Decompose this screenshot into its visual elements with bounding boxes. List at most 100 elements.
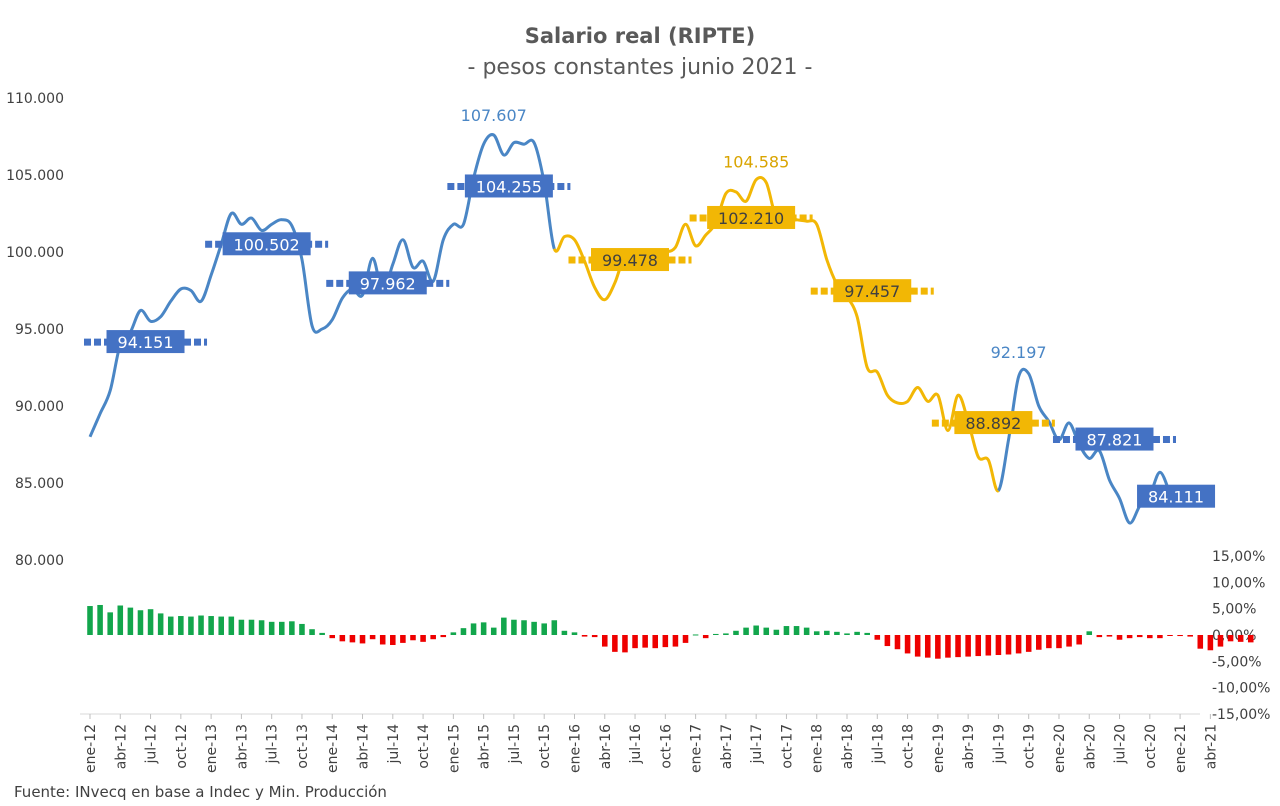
yoy-bar bbox=[813, 631, 820, 635]
average-markers-layer: 94.151 100.502 97.962 104.255 99.478 102.210 9… bbox=[84, 174, 1216, 508]
yoy-bar bbox=[480, 622, 487, 635]
yoy-bar bbox=[713, 633, 719, 635]
average-label-box bbox=[464, 174, 553, 198]
yoy-bar bbox=[117, 605, 124, 635]
yoy-bar bbox=[1237, 635, 1244, 642]
salary-line-layer bbox=[88, 133, 1172, 525]
yoy-bar bbox=[1217, 635, 1224, 647]
yoy-bar bbox=[127, 607, 134, 635]
x-tick-label: abr-14 bbox=[356, 724, 372, 769]
average-label-box bbox=[1075, 427, 1154, 451]
yoy-bar bbox=[107, 612, 113, 635]
y-left-tick-label: 85.000 bbox=[15, 476, 64, 492]
yoy-bar bbox=[1116, 635, 1123, 640]
yoy-bar bbox=[1167, 635, 1173, 636]
x-tick-label: abr-12 bbox=[113, 724, 129, 769]
x-tick-label: abr-21 bbox=[1203, 724, 1219, 769]
yoy-bar bbox=[834, 631, 840, 635]
yoy-bar bbox=[642, 635, 648, 648]
y-left-tick-label: 110.000 bbox=[6, 91, 64, 107]
yoy-bar bbox=[218, 616, 224, 635]
x-tick-label: ene-17 bbox=[689, 724, 705, 773]
yoy-bar bbox=[763, 627, 770, 635]
yoy-bar bbox=[188, 616, 194, 635]
x-tick-label: abr-17 bbox=[719, 724, 735, 769]
yoy-bar bbox=[874, 635, 881, 640]
x-tick-label: jul-17 bbox=[749, 724, 765, 765]
yoy-bar bbox=[147, 609, 154, 635]
average-label-box bbox=[591, 248, 669, 272]
yoy-bar bbox=[702, 635, 709, 639]
average-label: 99.478 bbox=[602, 251, 658, 270]
x-tick-label: oct-14 bbox=[416, 724, 432, 769]
yoy-bar bbox=[672, 635, 679, 647]
yoy-bar bbox=[1086, 631, 1093, 635]
yoy-bar bbox=[430, 635, 436, 640]
yoy-bar bbox=[854, 631, 860, 635]
yoy-bar bbox=[743, 627, 749, 635]
chart-title: Salario real (RIPTE) bbox=[524, 24, 756, 48]
yoy-bar bbox=[561, 630, 568, 635]
yoy-bar bbox=[682, 635, 689, 643]
yoy-bar bbox=[511, 619, 517, 635]
yoy-bar bbox=[390, 635, 396, 646]
average-label-box bbox=[1137, 484, 1216, 508]
yoy-bar bbox=[1106, 635, 1113, 637]
x-tick-label: abr-19 bbox=[961, 724, 977, 769]
yoy-bar bbox=[864, 632, 870, 635]
yoy-bar bbox=[995, 635, 1002, 656]
yoy-bar bbox=[410, 635, 416, 641]
yoy-bar bbox=[1025, 635, 1032, 652]
yoy-bar bbox=[692, 634, 699, 636]
yoy-bar bbox=[157, 613, 164, 635]
yoy-bar bbox=[369, 635, 376, 640]
data-labels-layer: 107.607 104.585 92.197 bbox=[461, 106, 1047, 362]
yoy-bar bbox=[490, 627, 497, 635]
yoy-bar bbox=[521, 620, 527, 635]
average-label-box bbox=[707, 205, 796, 229]
yoy-bar bbox=[965, 635, 971, 657]
yoy-bar bbox=[1066, 635, 1072, 647]
yoy-bar bbox=[773, 629, 780, 635]
average-label-box bbox=[954, 411, 1033, 435]
yoy-bar bbox=[1015, 635, 1022, 654]
yoy-bar bbox=[1227, 635, 1234, 642]
yoy-bar bbox=[945, 635, 951, 658]
yoy-bar bbox=[238, 619, 245, 635]
yoy-bar bbox=[632, 635, 638, 649]
yoy-bar bbox=[1126, 635, 1133, 639]
x-tick-label: jul-18 bbox=[870, 724, 886, 765]
x-tick-label: ene-18 bbox=[810, 724, 826, 773]
yoy-bar bbox=[299, 623, 305, 635]
yoy-bar bbox=[167, 616, 174, 635]
yoy-bar bbox=[1147, 635, 1153, 639]
yoy-bar bbox=[1046, 635, 1052, 649]
yoy-bar bbox=[1207, 635, 1214, 651]
y-right-tick-label: 10,00% bbox=[1212, 575, 1265, 591]
x-tick-label: abr-18 bbox=[840, 724, 856, 769]
yoy-bar bbox=[884, 635, 891, 647]
yoy-bar bbox=[622, 635, 628, 653]
x-tick-label: ene-20 bbox=[1052, 724, 1068, 773]
yoy-bar bbox=[1197, 635, 1204, 649]
y-left-tick-label: 95.000 bbox=[15, 322, 64, 338]
yoy-bar bbox=[733, 630, 739, 635]
source-note: Fuente: INvecq en base a Indec y Min. Pr… bbox=[14, 783, 387, 801]
x-tick-label: oct-20 bbox=[1143, 724, 1159, 769]
y-right-tick-label: -15,00% bbox=[1212, 707, 1270, 723]
average-label: 97.962 bbox=[360, 274, 416, 293]
x-tick-label: abr-20 bbox=[1082, 724, 1098, 769]
x-tick-label: oct-19 bbox=[1022, 724, 1038, 769]
yoy-bar bbox=[440, 635, 447, 638]
x-tick-label: jul-12 bbox=[144, 724, 160, 765]
x-tick-label: ene-15 bbox=[446, 724, 462, 773]
yoy-bar bbox=[228, 616, 235, 635]
average-label: 84.111 bbox=[1148, 488, 1204, 507]
yoy-bar bbox=[450, 632, 457, 635]
average-label: 104.255 bbox=[476, 177, 542, 196]
yoy-bar bbox=[662, 635, 669, 648]
x-tick-label: ene-16 bbox=[567, 724, 583, 773]
average-label: 88.892 bbox=[965, 414, 1021, 433]
x-tick-label: jul-19 bbox=[991, 724, 1007, 765]
average-label: 94.151 bbox=[118, 333, 174, 352]
